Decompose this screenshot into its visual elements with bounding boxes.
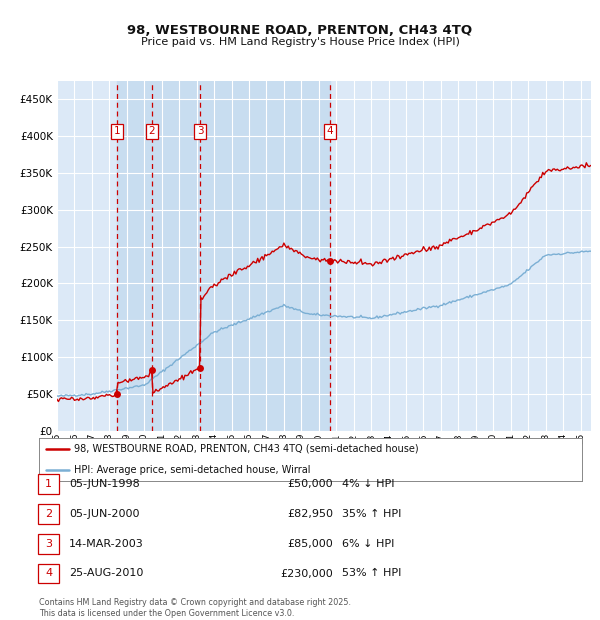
Text: Price paid vs. HM Land Registry's House Price Index (HPI): Price paid vs. HM Land Registry's House … — [140, 37, 460, 47]
Text: 2: 2 — [45, 509, 52, 519]
Text: 4: 4 — [45, 569, 52, 578]
Text: 4% ↓ HPI: 4% ↓ HPI — [342, 479, 395, 489]
Text: This data is licensed under the Open Government Licence v3.0.: This data is licensed under the Open Gov… — [39, 609, 295, 618]
Text: 1: 1 — [113, 126, 120, 136]
Text: 6% ↓ HPI: 6% ↓ HPI — [342, 539, 394, 549]
Text: HPI: Average price, semi-detached house, Wirral: HPI: Average price, semi-detached house,… — [74, 465, 311, 475]
Text: £230,000: £230,000 — [280, 569, 333, 578]
Text: £82,950: £82,950 — [287, 509, 333, 519]
Text: Contains HM Land Registry data © Crown copyright and database right 2025.: Contains HM Land Registry data © Crown c… — [39, 598, 351, 607]
Text: 98, WESTBOURNE ROAD, PRENTON, CH43 4TQ: 98, WESTBOURNE ROAD, PRENTON, CH43 4TQ — [127, 24, 473, 37]
Text: 14-MAR-2003: 14-MAR-2003 — [69, 539, 144, 549]
Text: 05-JUN-1998: 05-JUN-1998 — [69, 479, 140, 489]
Text: 53% ↑ HPI: 53% ↑ HPI — [342, 569, 401, 578]
Text: 4: 4 — [327, 126, 334, 136]
Text: £50,000: £50,000 — [287, 479, 333, 489]
Text: 1: 1 — [45, 479, 52, 489]
Bar — [116, 81, 330, 431]
Text: 05-JUN-2000: 05-JUN-2000 — [69, 509, 139, 519]
Text: £85,000: £85,000 — [287, 539, 333, 549]
Text: 35% ↑ HPI: 35% ↑ HPI — [342, 509, 401, 519]
Text: 25-AUG-2010: 25-AUG-2010 — [69, 569, 143, 578]
Text: 2: 2 — [148, 126, 155, 136]
Text: 3: 3 — [197, 126, 203, 136]
Text: 3: 3 — [45, 539, 52, 549]
Text: 98, WESTBOURNE ROAD, PRENTON, CH43 4TQ (semi-detached house): 98, WESTBOURNE ROAD, PRENTON, CH43 4TQ (… — [74, 444, 419, 454]
